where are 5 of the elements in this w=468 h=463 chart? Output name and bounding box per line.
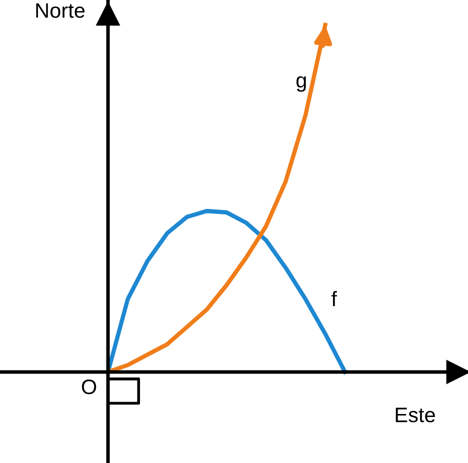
x-axis-title: Este <box>396 408 435 422</box>
y-axis-title: Norte <box>36 3 85 18</box>
series-label: g <box>296 76 306 92</box>
text: O <box>82 379 96 394</box>
series-label: f <box>331 290 337 306</box>
